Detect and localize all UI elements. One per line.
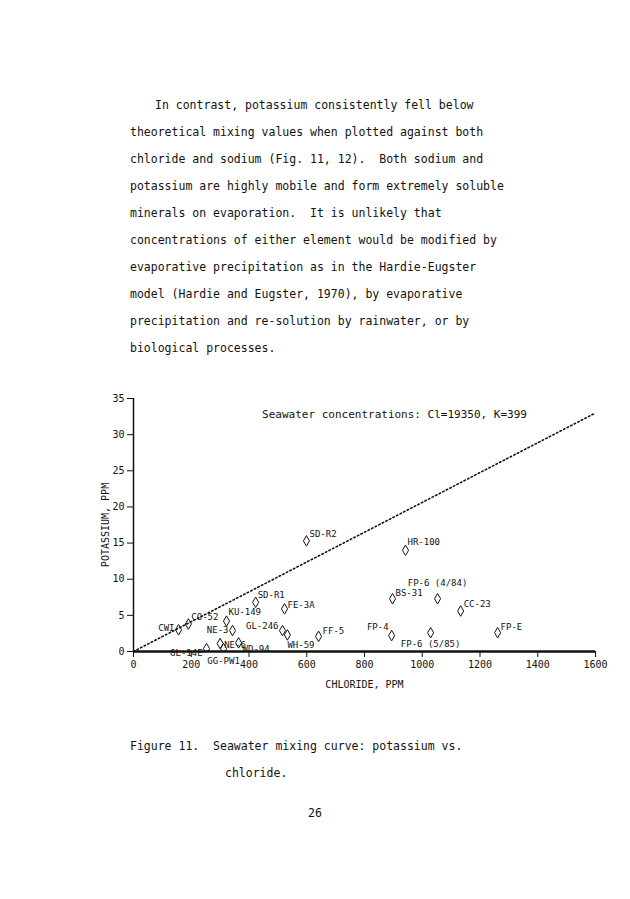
html-text:precipitation and re-solution: precipitation and re-solution by rainwat…: [130, 314, 470, 328]
html-text:theoretical mixing values when: theoretical mixing values when plotted a…: [130, 125, 484, 139]
svg-text:20: 20: [112, 501, 124, 512]
svg-text:POTASSIUM, PPM: POTASSIUM, PPM: [100, 483, 111, 567]
svg-text:NE-3: NE-3: [207, 625, 229, 635]
svg-text:WD-94: WD-94: [243, 644, 270, 654]
svg-text:FP-6 (5/85): FP-6 (5/85): [401, 639, 461, 649]
svg-text:FP-4: FP-4: [367, 622, 389, 632]
svg-text:CWI: CWI: [158, 622, 175, 633]
svg-text:WH-59: WH-59: [287, 640, 314, 650]
svg-text:BS-31: BS-31: [396, 588, 423, 598]
svg-text:15: 15: [112, 537, 124, 548]
svg-text:NE-6: NE-6: [224, 640, 246, 651]
svg-text:CHLORIDE, PPM: CHLORIDE, PPM: [325, 679, 403, 690]
svg-text:1200: 1200: [468, 659, 492, 670]
html-text:26: 26: [308, 806, 322, 820]
html-text:chloride.: chloride.: [225, 766, 288, 780]
html-text:minerals on evaporation. It is: minerals on evaporation. It is unlikely …: [130, 206, 442, 220]
html-text:potassium are highly mobile an: potassium are highly mobile and form ext…: [130, 179, 504, 193]
svg-text:35: 35: [112, 393, 124, 404]
svg-text:30: 30: [112, 429, 124, 440]
svg-text:400: 400: [240, 659, 258, 670]
svg-text:25: 25: [112, 465, 124, 476]
svg-text:1000: 1000: [410, 659, 434, 670]
svg-text:GL-14E: GL-14E: [170, 648, 203, 658]
svg-text:1400: 1400: [526, 659, 550, 670]
svg-text:FP-6 (4/84): FP-6 (4/84): [408, 578, 468, 588]
svg-text:Seawater concentrations: Cl=19: Seawater concentrations: Cl=19350, K=399: [262, 408, 527, 421]
svg-text:0: 0: [130, 659, 136, 670]
svg-text:FP-E: FP-E: [501, 622, 523, 632]
html-text:evaporative precipitation as i: evaporative precipitation as in the Hard…: [130, 260, 477, 274]
html-text:In contrast, potassium consist: In contrast, potassium consistently fell…: [155, 98, 474, 112]
svg-text:KU-149: KU-149: [228, 607, 261, 617]
svg-text:0: 0: [118, 646, 124, 657]
html-text:chloride and sodium (Fig. 11,: chloride and sodium (Fig. 11, 12). Both …: [130, 152, 484, 166]
svg-text:SD-R2: SD-R2: [309, 529, 336, 539]
svg-text:10: 10: [112, 573, 124, 584]
html-text:Figure 11. Seawater mixing cur: Figure 11. Seawater mixing curve: potass…: [130, 739, 463, 753]
svg-text:FE-3A: FE-3A: [288, 600, 316, 610]
html-text:concentrations of either eleme: concentrations of either element would b…: [130, 233, 497, 247]
svg-text:GG-PW1: GG-PW1: [207, 656, 240, 666]
svg-text:GL-246: GL-246: [246, 621, 279, 631]
svg-text:800: 800: [355, 659, 373, 670]
html-text:model (Hardie and Eugster, 197: model (Hardie and Eugster, 1970), by eva…: [130, 287, 463, 301]
svg-text:1600: 1600: [583, 659, 607, 670]
html-text:biological processes.: biological processes.: [130, 341, 276, 355]
svg-text:CO-52: CO-52: [191, 611, 219, 622]
svg-text:SD-R1: SD-R1: [258, 590, 285, 600]
svg-text:CC-23: CC-23: [464, 599, 491, 609]
svg-text:HR-100: HR-100: [408, 537, 441, 547]
svg-text:FF-5: FF-5: [323, 626, 345, 636]
svg-text:600: 600: [298, 659, 316, 670]
svg-text:200: 200: [182, 659, 200, 670]
svg-text:5: 5: [118, 610, 124, 621]
